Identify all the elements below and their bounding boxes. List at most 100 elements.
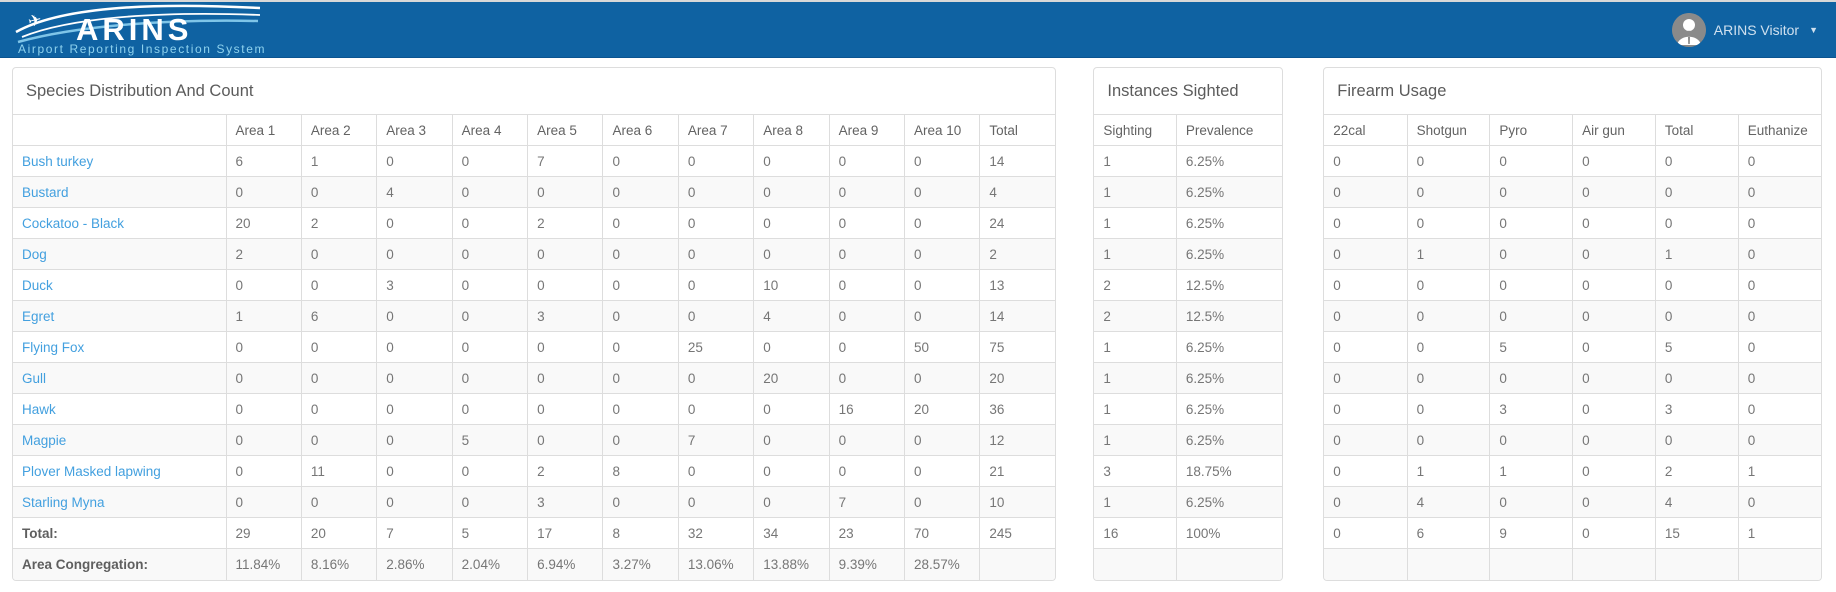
instances-cell: 1 [1094, 362, 1177, 394]
species-row: Duck 0 0 3 0 0 0 0 10 0 0 13 [13, 269, 1056, 301]
firearm-cell: 0 [1737, 393, 1821, 425]
firearm-cell: 0 [1654, 176, 1739, 208]
firearm-cell: 0 [1572, 300, 1656, 332]
instances-row: 1 6.25% [1094, 362, 1283, 394]
species-link[interactable]: Hawk [22, 401, 56, 417]
instances-empty-cell [1094, 548, 1177, 580]
instances-empty-row [1094, 548, 1283, 580]
species-name-cell: Duck [13, 269, 227, 301]
firearm-cell: 0 [1737, 238, 1821, 270]
species-link[interactable]: Magpie [22, 432, 67, 448]
species-count-cell: 0 [376, 424, 453, 456]
area-congregation-cell: 2.04% [451, 548, 529, 580]
instances-table-header-row: Sighting Prevalence [1094, 114, 1283, 146]
species-count-cell: 25 [677, 331, 755, 363]
species-column-header: Area 8 [753, 114, 830, 146]
species-count-cell: 0 [828, 331, 906, 363]
species-count-cell: 0 [753, 455, 830, 487]
species-count-cell: 0 [300, 331, 378, 363]
species-count-cell: 0 [828, 424, 906, 456]
firearm-cell: 0 [1489, 238, 1574, 270]
species-total-cell: 5 [451, 517, 529, 549]
species-count-cell: 0 [527, 176, 604, 208]
species-count-cell: 10 [753, 269, 830, 301]
species-link[interactable]: Egret [22, 308, 55, 324]
species-count-cell: 0 [451, 486, 529, 518]
firearm-cell: 0 [1737, 269, 1821, 301]
species-count-cell: 0 [904, 424, 981, 456]
firearm-cell: 5 [1489, 331, 1574, 363]
species-count-cell: 6 [225, 145, 302, 177]
species-total-cell: 34 [753, 517, 830, 549]
species-row: Dog 2 0 0 0 0 0 0 0 0 0 2 [13, 238, 1056, 270]
species-count-cell: 0 [527, 393, 604, 425]
species-total-cell: 17 [527, 517, 604, 549]
species-count-cell: 6 [300, 300, 378, 332]
species-count-cell: 0 [677, 269, 755, 301]
species-count-cell: 0 [602, 207, 679, 239]
species-link[interactable]: Bustard [22, 184, 69, 200]
instances-cell: 1 [1094, 486, 1177, 518]
species-link[interactable]: Bush turkey [22, 153, 94, 169]
species-table-header-row: Area 1 Area 2 Area 3 Area 4 Area 5 Area 6 Area… [13, 114, 1056, 146]
firearm-cell: 0 [1489, 145, 1574, 177]
species-total-cell: 8 [602, 517, 679, 549]
instances-cell: 1 [1094, 176, 1177, 208]
species-count-cell: 0 [451, 207, 529, 239]
firearm-cell: 0 [1572, 486, 1656, 518]
species-count-cell: 0 [602, 269, 679, 301]
firearm-cell: 0 [1324, 486, 1408, 518]
firearm-cell: 0 [1406, 145, 1491, 177]
area-congregation-cell: 2.86% [376, 548, 453, 580]
species-count-cell: 14 [979, 145, 1056, 177]
species-count-cell: 16 [828, 393, 906, 425]
firearm-cell: 3 [1654, 393, 1739, 425]
species-count-cell: 11 [300, 455, 378, 487]
species-count-cell: 7 [527, 145, 604, 177]
species-count-cell: 0 [602, 362, 679, 394]
instances-cell: 12.5% [1175, 300, 1283, 332]
instances-row: 2 12.5% [1094, 300, 1283, 332]
species-count-cell: 0 [677, 145, 755, 177]
species-name-cell: Gull [13, 362, 227, 394]
firearm-cell: 0 [1654, 145, 1739, 177]
species-count-cell: 0 [376, 300, 453, 332]
species-link[interactable]: Gull [22, 370, 47, 386]
species-panel-title: Species Distribution And Count [26, 82, 254, 100]
instances-column-header: Sighting [1094, 114, 1177, 146]
firearm-cell: 5 [1654, 331, 1739, 363]
user-menu[interactable]: ARINS Visitor ▼ [1671, 12, 1818, 47]
area-congregation-cell: 28.57% [904, 548, 981, 580]
firearm-cell: 1 [1406, 455, 1491, 487]
species-count-cell: 0 [376, 486, 453, 518]
species-name-cell: Flying Fox [13, 331, 227, 363]
species-count-cell: 0 [904, 176, 981, 208]
species-link[interactable]: Dog [22, 246, 47, 262]
firearm-cell: 0 [1572, 145, 1656, 177]
area-congregation-cell: 8.16% [300, 548, 378, 580]
species-link[interactable]: Flying Fox [22, 339, 85, 355]
species-count-cell: 0 [904, 486, 981, 518]
firearm-cell: 0 [1406, 424, 1491, 456]
species-count-cell: 0 [753, 331, 830, 363]
area-congregation-cell: 6.94% [527, 548, 604, 580]
species-count-cell: 0 [677, 176, 755, 208]
species-link[interactable]: Starling Myna [22, 494, 105, 510]
firearm-cell: 0 [1324, 300, 1408, 332]
instances-table-body: 1 6.25% 1 6.25% 1 6.25% 1 6.25% 2 12.5% 2 12.5% 1 6.2… [1094, 145, 1283, 580]
species-link[interactable]: Duck [22, 277, 53, 293]
arins-logo[interactable]: ✈ ARINS Airport Reporting Inspection Sys… [14, 4, 264, 56]
species-count-cell: 7 [828, 486, 906, 518]
species-total-cell: 70 [904, 517, 981, 549]
firearm-usage-panel: Firearm Usage 22cal Shotgun Pyro Air gun Tot… [1323, 67, 1822, 581]
species-total-cell: 7 [376, 517, 453, 549]
species-link[interactable]: Plover Masked lapwing [22, 463, 161, 479]
chevron-down-icon: ▼ [1809, 24, 1818, 35]
species-name-cell: Egret [13, 300, 227, 332]
firearm-cell: 0 [1654, 269, 1739, 301]
species-link[interactable]: Cockatoo - Black [22, 215, 125, 231]
